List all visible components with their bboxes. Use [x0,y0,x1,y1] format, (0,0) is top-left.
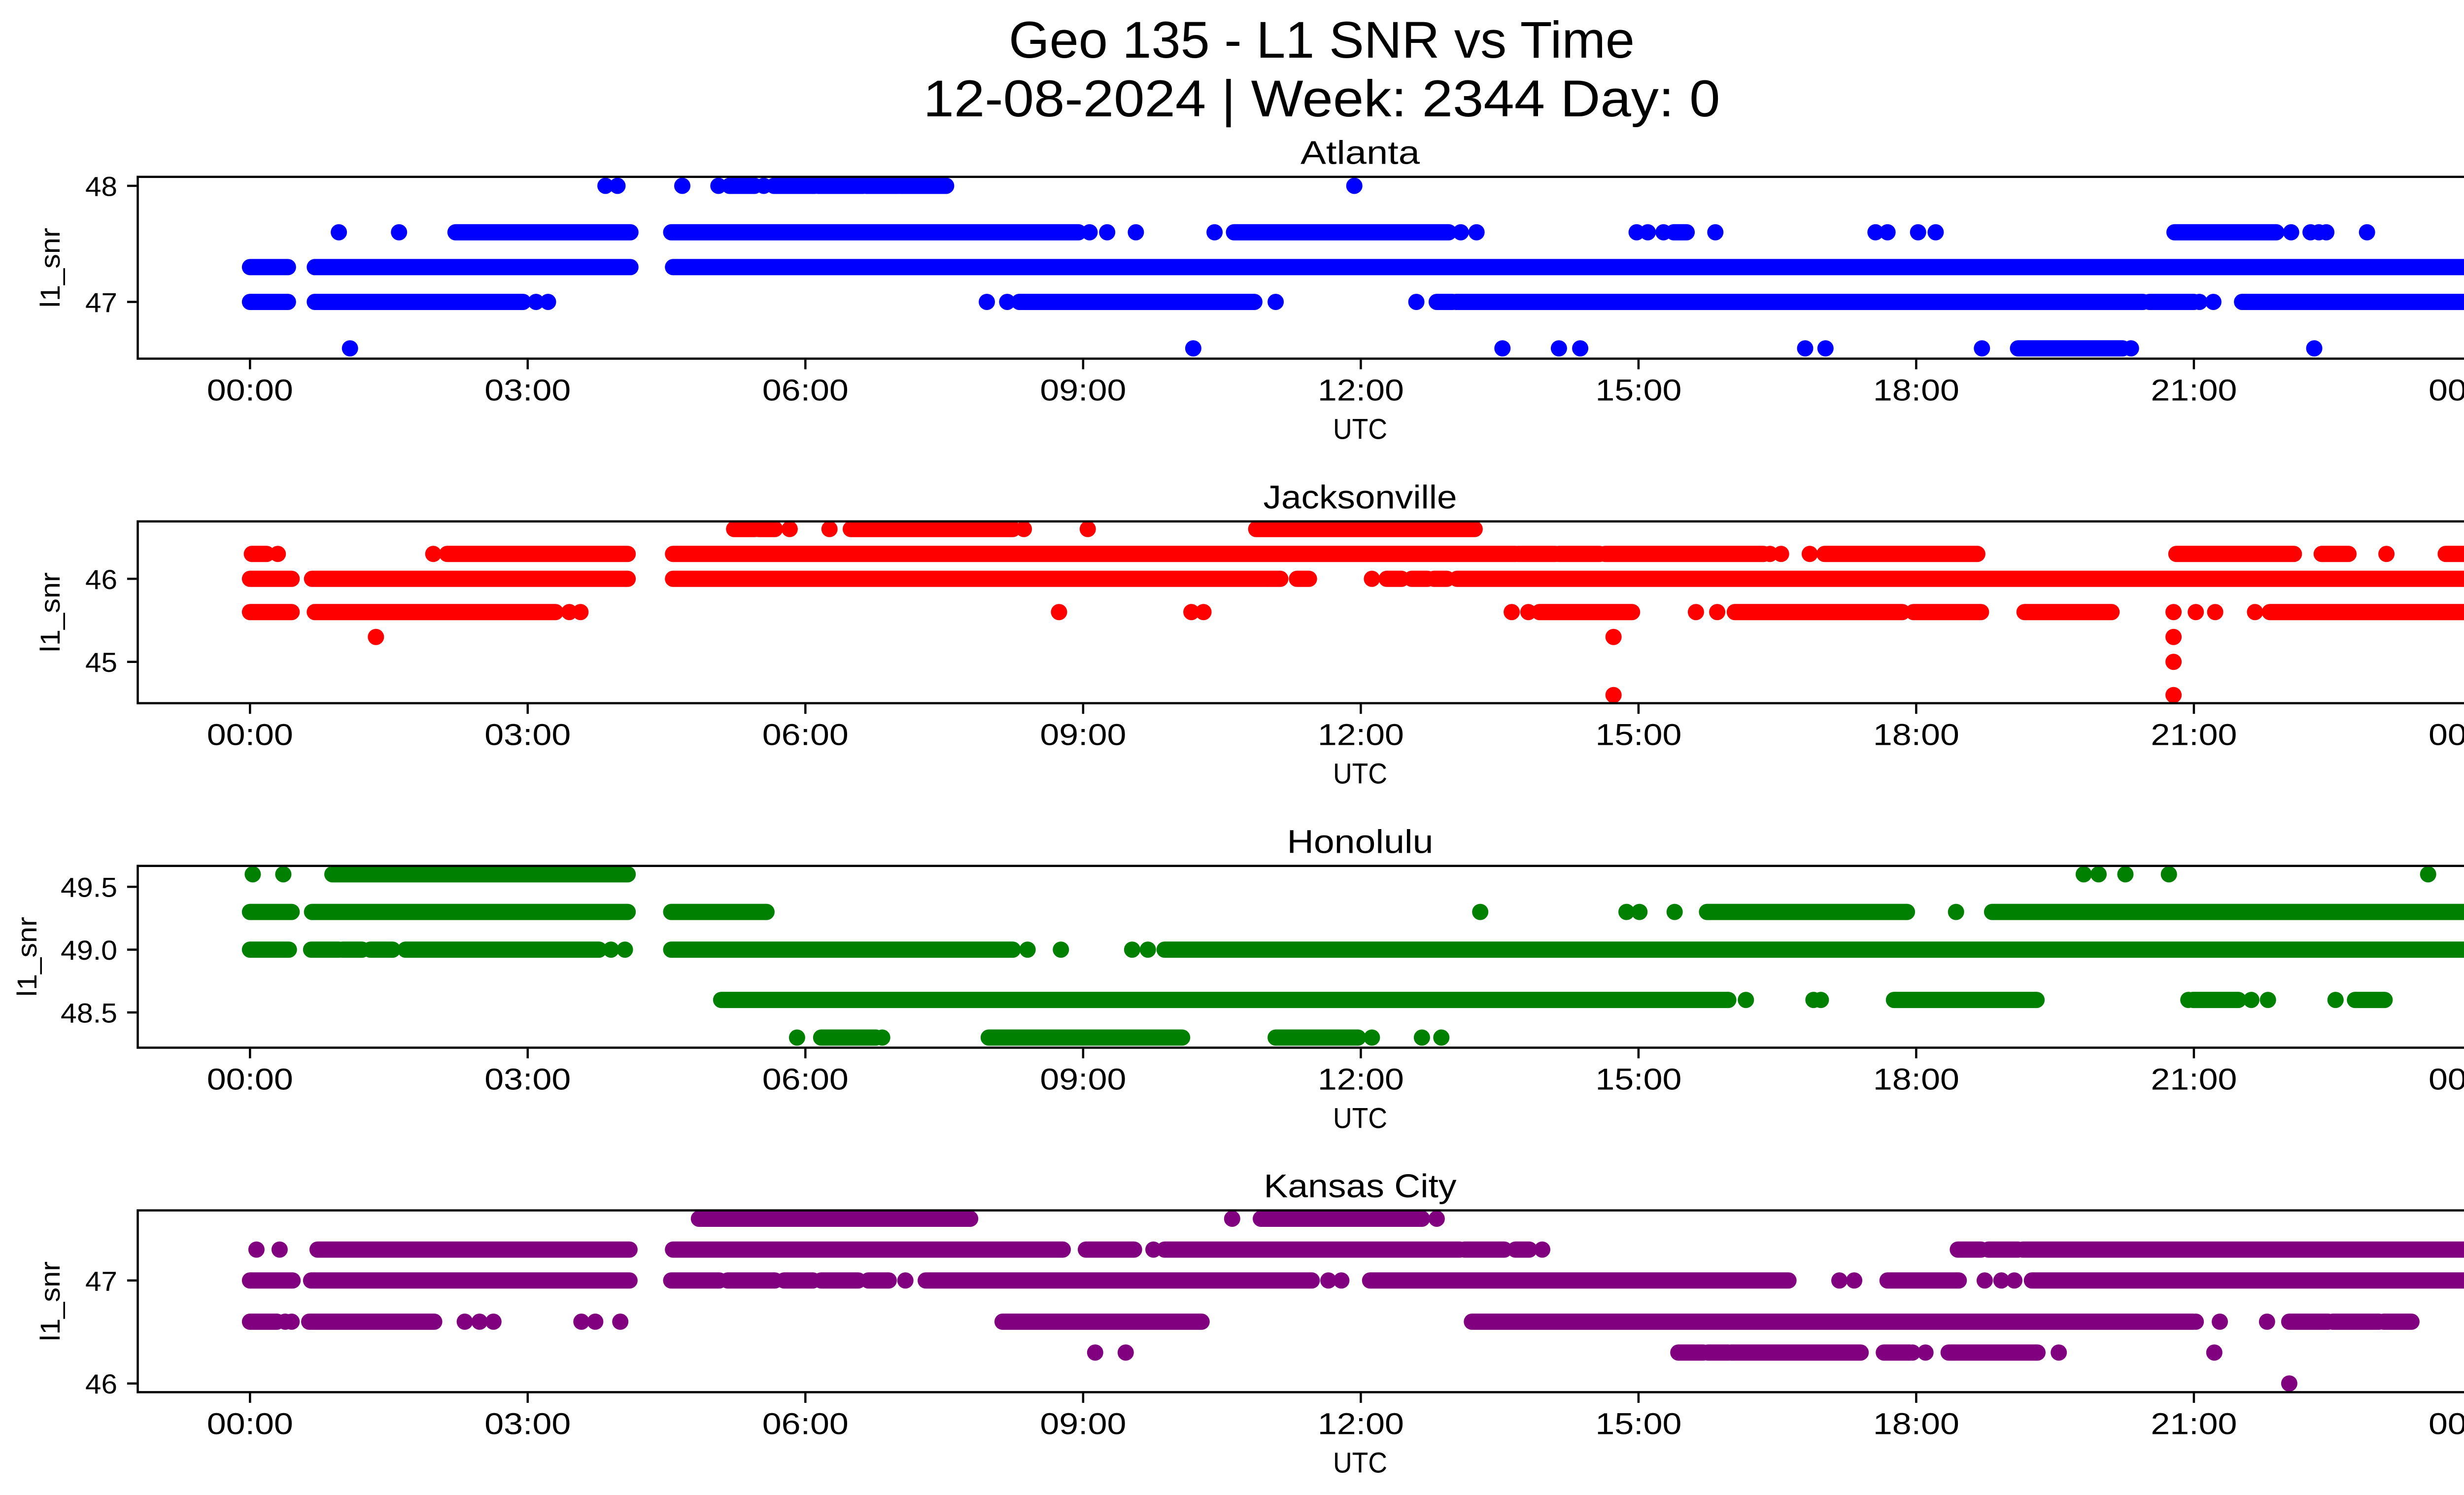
svg-text:UTC: UTC [1333,1447,1387,1479]
svg-text:48.5: 48.5 [61,998,117,1029]
svg-text:49.5: 49.5 [61,872,117,903]
svg-text:06:00: 06:00 [762,1063,849,1096]
svg-text:12-08-2024 | Week: 2344 Day: 0: 12-08-2024 | Week: 2344 Day: 0 [924,70,1720,128]
svg-text:00:00: 00:00 [2429,1407,2464,1440]
svg-text:00:00: 00:00 [2429,1063,2464,1096]
svg-text:Geo 135 - L1 SNR vs Time: Geo 135 - L1 SNR vs Time [1009,11,1635,69]
svg-text:18:00: 18:00 [1873,1407,1959,1440]
svg-text:06:00: 06:00 [762,718,849,752]
svg-text:Atlanta: Atlanta [1300,134,1420,171]
svg-text:00:00: 00:00 [207,718,293,752]
svg-text:UTC: UTC [1333,414,1387,446]
svg-text:03:00: 03:00 [484,1063,571,1096]
svg-text:06:00: 06:00 [762,1407,849,1440]
svg-text:45: 45 [85,647,117,678]
svg-text:47: 47 [85,287,117,318]
svg-text:l1_snr: l1_snr [34,572,66,652]
svg-text:21:00: 21:00 [2151,718,2237,752]
svg-text:00:00: 00:00 [2429,718,2464,752]
svg-text:18:00: 18:00 [1873,374,1959,407]
svg-text:21:00: 21:00 [2151,374,2237,407]
svg-text:00:00: 00:00 [207,374,293,407]
svg-text:Kansas City: Kansas City [1264,1168,1457,1205]
svg-text:12:00: 12:00 [1318,718,1404,752]
svg-text:l1_snr: l1_snr [11,917,42,997]
svg-text:12:00: 12:00 [1318,374,1404,407]
svg-text:15:00: 15:00 [1595,1063,1681,1096]
svg-text:09:00: 09:00 [1040,1407,1126,1440]
svg-text:12:00: 12:00 [1318,1063,1404,1096]
svg-text:47: 47 [85,1265,117,1296]
svg-text:00:00: 00:00 [207,1063,293,1096]
svg-text:03:00: 03:00 [484,718,571,752]
svg-text:15:00: 15:00 [1595,374,1681,407]
svg-text:09:00: 09:00 [1040,374,1126,407]
svg-text:l1_snr: l1_snr [34,1261,66,1341]
svg-text:21:00: 21:00 [2151,1407,2237,1440]
svg-text:00:00: 00:00 [207,1407,293,1440]
svg-text:12:00: 12:00 [1318,1407,1404,1440]
svg-text:46: 46 [85,564,117,595]
svg-text:48: 48 [85,171,117,202]
svg-text:46: 46 [85,1368,117,1399]
svg-text:21:00: 21:00 [2151,1063,2237,1096]
svg-text:l1_snr: l1_snr [34,228,66,308]
svg-text:Honolulu: Honolulu [1287,823,1434,860]
svg-text:06:00: 06:00 [762,374,849,407]
svg-text:49.0: 49.0 [61,935,117,966]
svg-text:00:00: 00:00 [2429,374,2464,407]
svg-text:09:00: 09:00 [1040,1063,1126,1096]
svg-text:Jacksonville: Jacksonville [1264,479,1457,516]
svg-text:18:00: 18:00 [1873,718,1959,752]
svg-text:UTC: UTC [1333,758,1387,790]
svg-text:03:00: 03:00 [484,374,571,407]
svg-text:18:00: 18:00 [1873,1063,1959,1096]
svg-text:09:00: 09:00 [1040,718,1126,752]
svg-text:15:00: 15:00 [1595,1407,1681,1440]
svg-text:15:00: 15:00 [1595,718,1681,752]
svg-text:03:00: 03:00 [484,1407,571,1440]
svg-text:UTC: UTC [1333,1103,1387,1135]
